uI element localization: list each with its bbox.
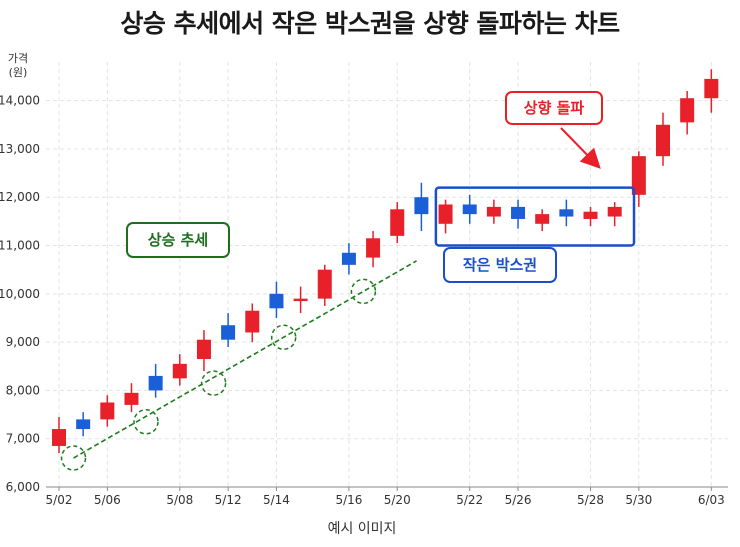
support-touch-circle (133, 409, 159, 435)
candle-body (559, 209, 574, 217)
x-tick-label: 5/16 (335, 493, 362, 507)
small-box-label: 작은 박스권 (463, 256, 537, 274)
x-tick-label: 5/08 (166, 493, 193, 507)
candle-body (583, 211, 598, 219)
breakout-arrow (560, 127, 601, 169)
support-line (73, 260, 417, 459)
support-trendline (60, 260, 417, 471)
support-touch-circle (200, 370, 227, 396)
candle-body (631, 156, 646, 195)
small-box-label-box (443, 247, 557, 283)
candle-body (172, 363, 187, 379)
y-tick-label: 11,000 (0, 239, 40, 253)
x-tick-label: 5/28 (577, 493, 604, 507)
candle-body (269, 293, 284, 309)
y-axis-label-line1: 가격 (8, 52, 28, 65)
uptrend-label-box (126, 222, 230, 258)
y-tick-label: 7,000 (6, 432, 40, 446)
small-box-range-rect (434, 186, 636, 247)
candle-body (148, 375, 163, 391)
y-tick-label: 13,000 (0, 142, 40, 156)
candles (52, 69, 719, 454)
breakout-label: 상향 돌파 (524, 99, 585, 117)
candle-body (486, 206, 501, 217)
candle-body (293, 298, 308, 302)
candle-body (462, 204, 477, 215)
x-tick-label: 5/12 (215, 493, 242, 507)
candle-body (438, 204, 453, 224)
support-touch-circle (350, 278, 377, 305)
candle-body (52, 429, 66, 446)
candle-body (341, 252, 356, 265)
breakout-label-box (505, 91, 603, 125)
candle-body (100, 402, 115, 420)
y-tick-labels: 6,000 7,000 8,000 9,000 10,000 11,000 12,000 13… (0, 94, 40, 494)
support-touch-circle (60, 445, 87, 471)
x-tick-label: 5/30 (625, 493, 652, 507)
x-tick-label: 5/26 (505, 493, 532, 507)
candle-body (511, 206, 526, 219)
uptrend-label: 상승 추세 (148, 231, 208, 249)
x-axis-label: 예시 이미지 (328, 521, 397, 537)
y-axis-label-line2: (원) (9, 66, 28, 79)
candle-body (196, 339, 211, 360)
x-tick-labels: 5/02 5/06 5/08 5/12 5/14 5/16 5/20 5/22 5/26 5/28… (46, 487, 725, 507)
y-tick-label: 12,000 (0, 190, 40, 204)
x-tick-label: 5/20 (384, 493, 411, 507)
y-tick-label: 6,000 (6, 480, 40, 494)
y-tick-label: 14,000 (0, 94, 40, 108)
candle-body (535, 214, 550, 224)
candle-body (245, 310, 260, 333)
candle-body (704, 78, 719, 99)
candle-body (390, 209, 405, 236)
candle-body (317, 269, 332, 299)
candle-body (76, 419, 91, 430)
candle-body (366, 238, 381, 258)
y-tick-label: 8,000 (6, 383, 40, 397)
candle-body (221, 325, 236, 340)
x-tick-label: 5/02 (46, 493, 73, 507)
x-tick-label: 5/06 (94, 493, 121, 507)
annotations: 상승 추세 작은 박스권 상향 돌파 (126, 91, 636, 283)
y-tick-label: 9,000 (6, 335, 40, 349)
candle-body (680, 98, 695, 123)
candle-body (124, 392, 139, 405)
x-tick-label: 5/22 (456, 493, 483, 507)
x-tick-label: 6/03 (698, 493, 725, 507)
chart-title: 상승 추세에서 작은 박스권을 상향 돌파하는 차트 (120, 9, 620, 38)
candle-body (414, 197, 429, 215)
candle-body (607, 206, 622, 217)
candle-body (656, 124, 670, 157)
y-tick-label: 10,000 (0, 287, 40, 301)
support-touch-circle (270, 324, 297, 351)
x-tick-label: 5/14 (263, 493, 290, 507)
